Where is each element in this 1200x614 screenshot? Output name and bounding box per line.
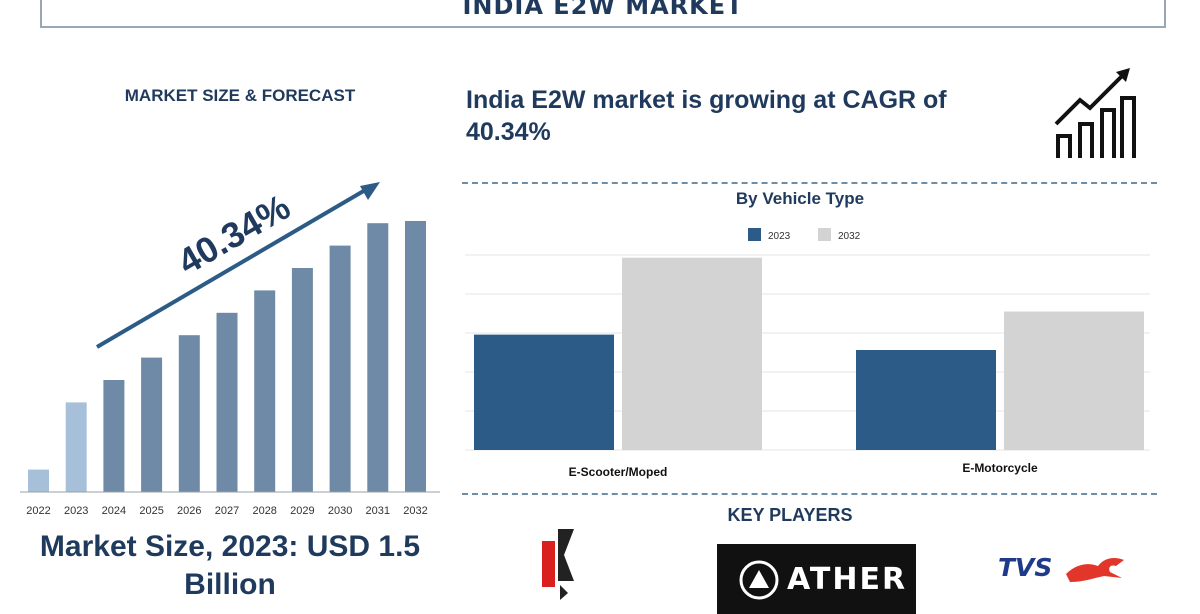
tvs-wordmark: TVS [998, 553, 1053, 582]
tick-label: 2026 [177, 505, 201, 517]
page-title: INDIA E2W MARKET [462, 0, 744, 20]
bar-2029 [291, 268, 313, 492]
tick-label: 2028 [252, 505, 276, 517]
bar-E-Scooter/Moped-2023 [474, 334, 614, 450]
ather-logo: ATHER [717, 544, 916, 614]
ather-icon [739, 560, 779, 600]
tick-label: 2024 [102, 505, 126, 517]
vehicle-type-chart-title: By Vehicle Type [735, 189, 865, 208]
tvs-horse-icon [1066, 558, 1124, 582]
legend-label-2032: 2032 [838, 231, 861, 242]
revolt-logo [542, 529, 574, 600]
growth-arrow-line [95, 187, 369, 349]
tick-label: 2032 [403, 505, 427, 517]
tick-label: 2023 [64, 505, 88, 517]
bar-E-Motorcycle-2032 [1004, 311, 1144, 450]
bar-2022 [28, 469, 49, 492]
x-axis-ticks: 2022 2023 2024 2025 2026 2027 2028 2029 2030 2031… [26, 505, 427, 517]
category-labels: E-Scooter/Moped E-Motorcycle [569, 461, 1038, 479]
bar-2024 [103, 380, 125, 492]
bar-2027 [216, 312, 238, 492]
bar-2031 [367, 223, 389, 492]
market-size-text: Market Size, 2023: USD 1.5 Billion [39, 530, 421, 601]
legend-swatch-2023 [748, 228, 761, 241]
bar-E-Scooter/Moped-2032 [622, 257, 762, 450]
section-divider [462, 182, 1157, 184]
tick-label: 2025 [139, 505, 163, 517]
bar-2025 [141, 357, 163, 492]
key-players-heading: KEY PLAYERS [727, 505, 853, 525]
growth-chart-icon [1054, 68, 1136, 158]
bar-2026 [178, 335, 200, 492]
growth-arrow-head [360, 182, 380, 200]
tick-label: 2029 [290, 505, 314, 517]
category-label: E-Motorcycle [962, 461, 1038, 475]
title-banner: INDIA E2W MARKET [40, 0, 1166, 28]
bar-2030 [329, 245, 351, 492]
market-size-bars [28, 220, 426, 492]
section-divider [462, 493, 1157, 495]
bar-2028 [254, 290, 276, 492]
tick-label: 2031 [366, 505, 390, 517]
ather-wordmark: ATHER [787, 562, 908, 597]
tick-label: 2027 [215, 505, 239, 517]
tick-label: 2030 [328, 505, 352, 517]
category-label: E-Scooter/Moped [569, 465, 668, 479]
legend-swatch-2032 [818, 228, 831, 241]
vehicle-type-bars [474, 257, 1144, 450]
bar-2032 [405, 220, 426, 492]
chart-legend: 2023 2032 [748, 228, 861, 242]
bar-2023 [65, 402, 87, 492]
cagr-statement: India E2W market is growing at CAGR of 4… [466, 86, 947, 146]
tick-label: 2022 [26, 505, 50, 517]
market-size-heading: MARKET SIZE & FORECAST [124, 86, 356, 105]
legend-label-2023: 2023 [768, 231, 791, 242]
bar-E-Motorcycle-2023 [856, 350, 996, 450]
vehicle-type-chart: 2023 2032 E-Scooter/Moped E-Motorcycle [465, 228, 1150, 479]
market-size-chart: 2022 2023 2024 2025 2026 2027 2028 2029 2030 2031… [20, 182, 440, 517]
